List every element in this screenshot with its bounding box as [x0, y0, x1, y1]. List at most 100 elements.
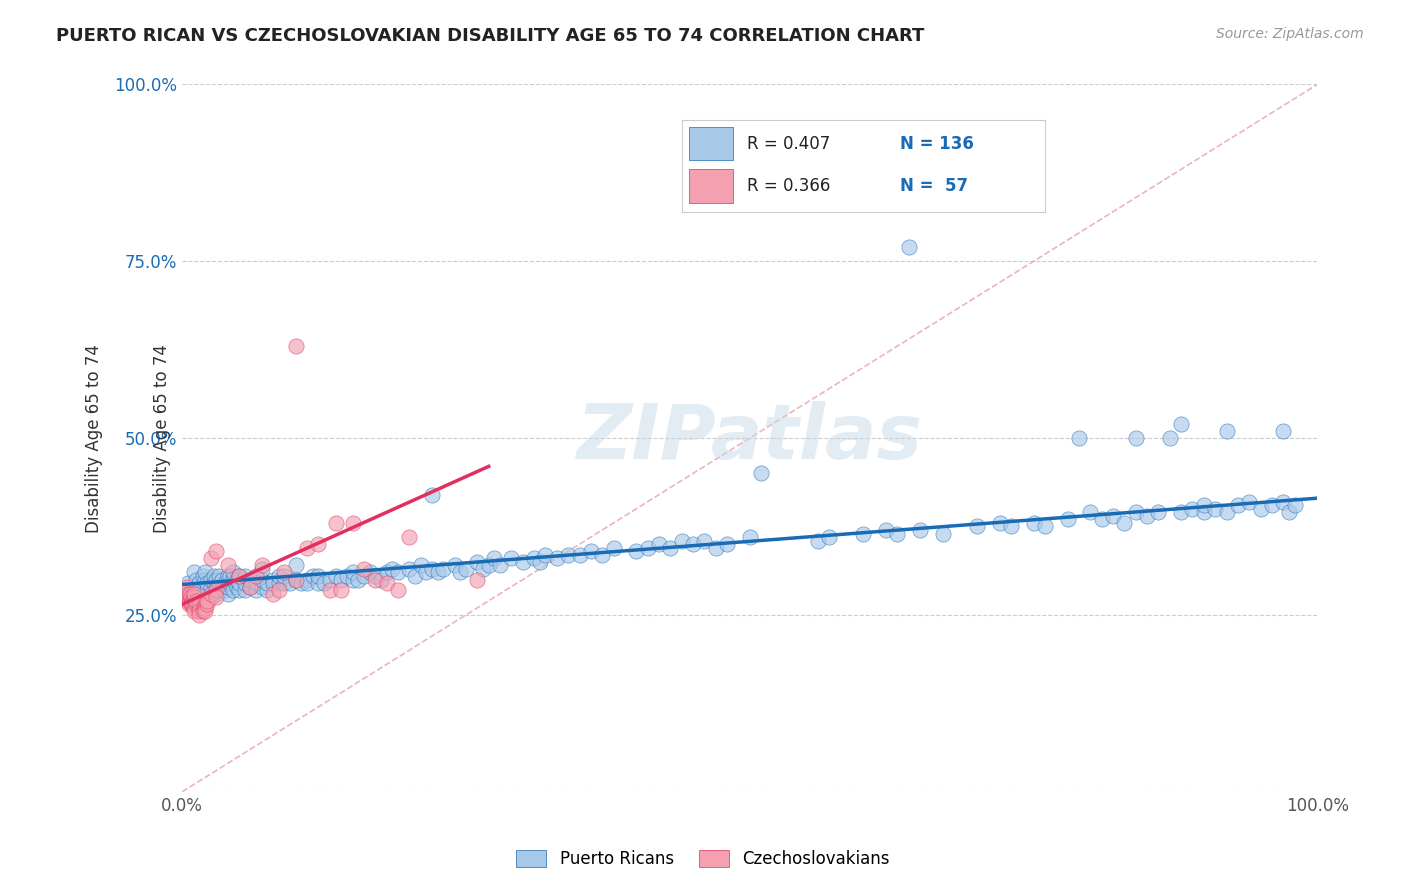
Point — [886, 526, 908, 541]
Point — [347, 573, 370, 587]
Point — [671, 533, 693, 548]
Point — [188, 604, 211, 618]
Point — [205, 583, 228, 598]
Point — [420, 488, 443, 502]
Point — [1192, 505, 1215, 519]
Point — [1170, 505, 1192, 519]
Point — [177, 576, 200, 591]
Text: PUERTO RICAN VS CZECHOSLOVAKIAN DISABILITY AGE 65 TO 74 CORRELATION CHART: PUERTO RICAN VS CZECHOSLOVAKIAN DISABILI… — [56, 27, 925, 45]
Point — [179, 587, 201, 601]
Point — [174, 583, 197, 598]
Point — [557, 548, 579, 562]
Point — [308, 569, 330, 583]
Point — [1192, 498, 1215, 512]
Point — [467, 555, 489, 569]
Point — [207, 576, 229, 591]
Point — [214, 576, 236, 591]
Point — [239, 573, 262, 587]
Point — [211, 580, 233, 594]
Point — [1067, 431, 1090, 445]
Point — [370, 573, 392, 587]
Point — [284, 573, 307, 587]
Point — [267, 583, 290, 598]
Point — [1114, 516, 1136, 530]
Point — [200, 587, 222, 601]
Point — [290, 576, 312, 591]
Point — [245, 569, 267, 583]
Point — [183, 587, 205, 601]
Point — [228, 569, 250, 583]
Point — [228, 569, 250, 583]
Point — [932, 526, 955, 541]
Point — [194, 600, 217, 615]
Point — [353, 562, 375, 576]
Point — [228, 583, 250, 598]
Point — [177, 591, 200, 605]
Point — [443, 558, 465, 573]
Point — [1204, 501, 1226, 516]
Point — [183, 591, 205, 605]
Point — [273, 566, 295, 580]
Point — [177, 587, 200, 601]
Point — [818, 530, 841, 544]
Point — [222, 583, 245, 598]
Point — [1272, 424, 1295, 438]
Point — [314, 576, 336, 591]
Point — [988, 516, 1011, 530]
Point — [852, 526, 875, 541]
Point — [200, 573, 222, 587]
Point — [177, 593, 200, 607]
Point — [195, 593, 218, 607]
Point — [233, 576, 256, 591]
Point — [398, 562, 420, 576]
Point — [467, 573, 489, 587]
Point — [200, 551, 222, 566]
Point — [330, 583, 353, 598]
Point — [205, 587, 228, 601]
Point — [1170, 417, 1192, 431]
Point — [205, 580, 228, 594]
Point — [245, 576, 267, 591]
Point — [364, 573, 387, 587]
Point — [219, 569, 242, 583]
Point — [250, 580, 273, 594]
Point — [194, 597, 217, 611]
Point — [1278, 505, 1301, 519]
Point — [202, 569, 225, 583]
Point — [250, 573, 273, 587]
Point — [637, 541, 659, 555]
Point — [568, 548, 591, 562]
Point — [1102, 508, 1125, 523]
Point — [262, 587, 284, 601]
Point — [387, 566, 409, 580]
Point — [1159, 431, 1181, 445]
Point — [250, 558, 273, 573]
Point — [245, 583, 267, 598]
Point — [738, 530, 761, 544]
Point — [205, 544, 228, 558]
Point — [1056, 512, 1078, 526]
Point — [454, 562, 477, 576]
Point — [295, 573, 318, 587]
Point — [648, 537, 671, 551]
Point — [342, 566, 364, 580]
Point — [693, 533, 716, 548]
Point — [222, 566, 245, 580]
Point — [807, 533, 830, 548]
Point — [228, 576, 250, 591]
Point — [250, 562, 273, 576]
Point — [195, 576, 218, 591]
Point — [181, 593, 204, 607]
Point — [262, 573, 284, 587]
Point — [188, 600, 211, 615]
Point — [1237, 494, 1260, 508]
Point — [682, 537, 704, 551]
Point — [207, 583, 229, 598]
Point — [267, 576, 290, 591]
Point — [409, 558, 432, 573]
Point — [716, 537, 738, 551]
Point — [749, 467, 772, 481]
Point — [195, 583, 218, 598]
Point — [449, 566, 471, 580]
Point — [200, 580, 222, 594]
